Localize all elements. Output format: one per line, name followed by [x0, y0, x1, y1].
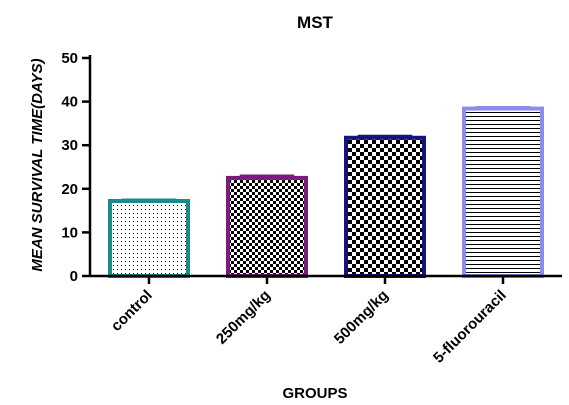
bar-5-fluorouracil: [462, 106, 544, 278]
bar-500mg-kg: [344, 135, 426, 278]
x-tick-label: 250mg/kg: [213, 287, 274, 348]
bar-control: [108, 199, 190, 278]
bar-250mg-kg: [226, 175, 308, 278]
y-axis-ticks: 0 10 20 30 40 50: [61, 50, 90, 285]
y-tick-label: 40: [61, 94, 78, 111]
y-tick-label: 30: [61, 137, 78, 154]
bars-group: [108, 106, 544, 278]
x-axis-ticks: control 250mg/kg 500mg/kg 5-fluorouracil: [108, 276, 510, 367]
y-tick-label: 50: [61, 50, 78, 67]
y-tick-label: 10: [61, 224, 78, 241]
chart-title: MST: [297, 13, 334, 32]
y-axis-label: MEAN SURVIVAL TIME(DAYS): [29, 58, 46, 271]
y-tick-label: 0: [70, 268, 78, 285]
x-axis-label: GROUPS: [282, 385, 347, 402]
y-tick-label: 20: [61, 181, 78, 198]
x-tick-label: control: [108, 287, 156, 335]
x-tick-label: 500mg/kg: [331, 287, 392, 348]
x-tick-label: 5-fluorouracil: [430, 287, 510, 367]
